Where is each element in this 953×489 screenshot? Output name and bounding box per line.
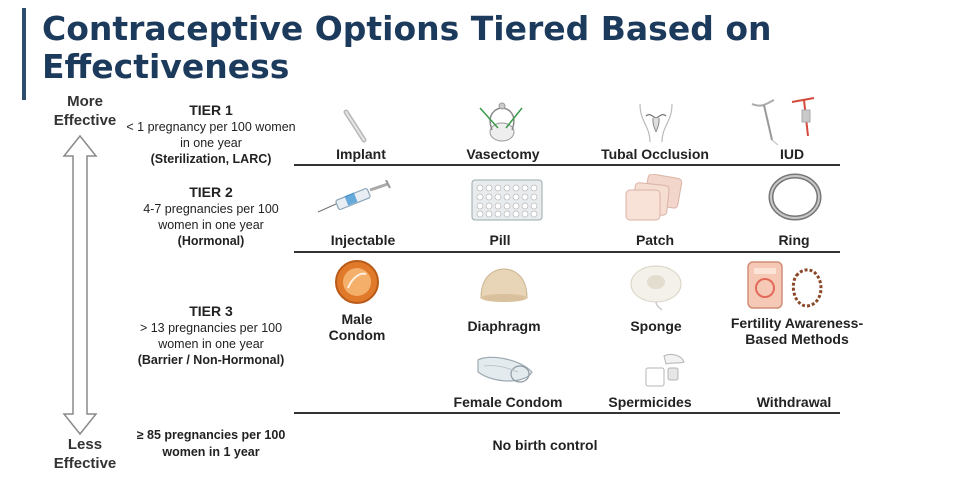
implant-rod-icon (343, 109, 367, 143)
method-female-condom: Female Condom (453, 394, 563, 410)
iud-icon (751, 97, 815, 146)
method-injectable: Injectable (330, 232, 396, 248)
method-ring: Ring (778, 232, 810, 248)
page-title: Contraceptive Options Tiered Based on Ef… (42, 9, 772, 86)
tier-1-note: (Sterilization, LARC) (150, 152, 272, 166)
method-withdrawal: Withdrawal (756, 394, 832, 410)
tier-3-info: TIER 3 > 13 pregnancies per 100 women in… (126, 302, 296, 368)
tier-1-description: < 1 pregnancy per 100 women in one year (126, 120, 296, 150)
fertility-app-beads-icon (747, 261, 823, 309)
title-accent-bar (22, 8, 26, 100)
tier-2-description: 4-7 pregnancies per 100 women in one yea… (143, 202, 279, 232)
tier-2-name: TIER 2 (189, 184, 233, 200)
sponge-icon (630, 265, 682, 311)
tier-1-info: TIER 1 < 1 pregnancy per 100 women in on… (126, 101, 296, 167)
less-effective-label: Less Effective (53, 436, 117, 472)
method-fertility-awareness: Fertility Awareness-Based Methods (730, 315, 864, 347)
diaphragm-icon (480, 268, 528, 302)
tier-2-info: TIER 2 4-7 pregnancies per 100 women in … (126, 183, 296, 249)
more-effective-label: More Effective (53, 93, 117, 129)
no-birth-control-label: No birth control (492, 437, 598, 453)
method-patch: Patch (635, 232, 675, 248)
tier-3-note: (Barrier / Non-Hormonal) (137, 353, 285, 367)
syringe-icon (317, 180, 391, 213)
tier-3-name: TIER 3 (189, 303, 233, 319)
spermicide-icon (645, 353, 685, 387)
tier-3-description: > 13 pregnancies per 100 women in one ye… (139, 321, 283, 351)
method-male-condom: Male Condom (328, 311, 386, 343)
tier-divider (294, 164, 840, 166)
method-diaphragm: Diaphragm (467, 318, 541, 334)
method-sponge: Sponge (630, 318, 682, 334)
method-spermicides: Spermicides (608, 394, 692, 410)
pill-pack-icon (471, 179, 543, 221)
tier-2-note: (Hormonal) (177, 234, 245, 248)
effectiveness-arrow-icon (62, 134, 98, 436)
tier-1-name: TIER 1 (189, 102, 233, 118)
patch-icon (625, 174, 683, 221)
method-pill: Pill (489, 232, 511, 248)
method-implant: Implant (336, 146, 386, 162)
male-condom-icon (335, 260, 379, 304)
method-tubal-occlusion: Tubal Occlusion (601, 146, 709, 162)
method-iud: IUD (779, 146, 805, 162)
method-vasectomy: Vasectomy (466, 146, 540, 162)
no-method-description: ≥ 85 pregnancies per 100 women in 1 year (136, 428, 286, 459)
ring-icon (768, 173, 822, 221)
tier-divider (294, 251, 840, 253)
female-condom-icon (477, 356, 533, 383)
tier-divider (294, 412, 840, 414)
uterus-icon (639, 103, 673, 143)
vasectomy-anatomy-icon (479, 102, 523, 142)
